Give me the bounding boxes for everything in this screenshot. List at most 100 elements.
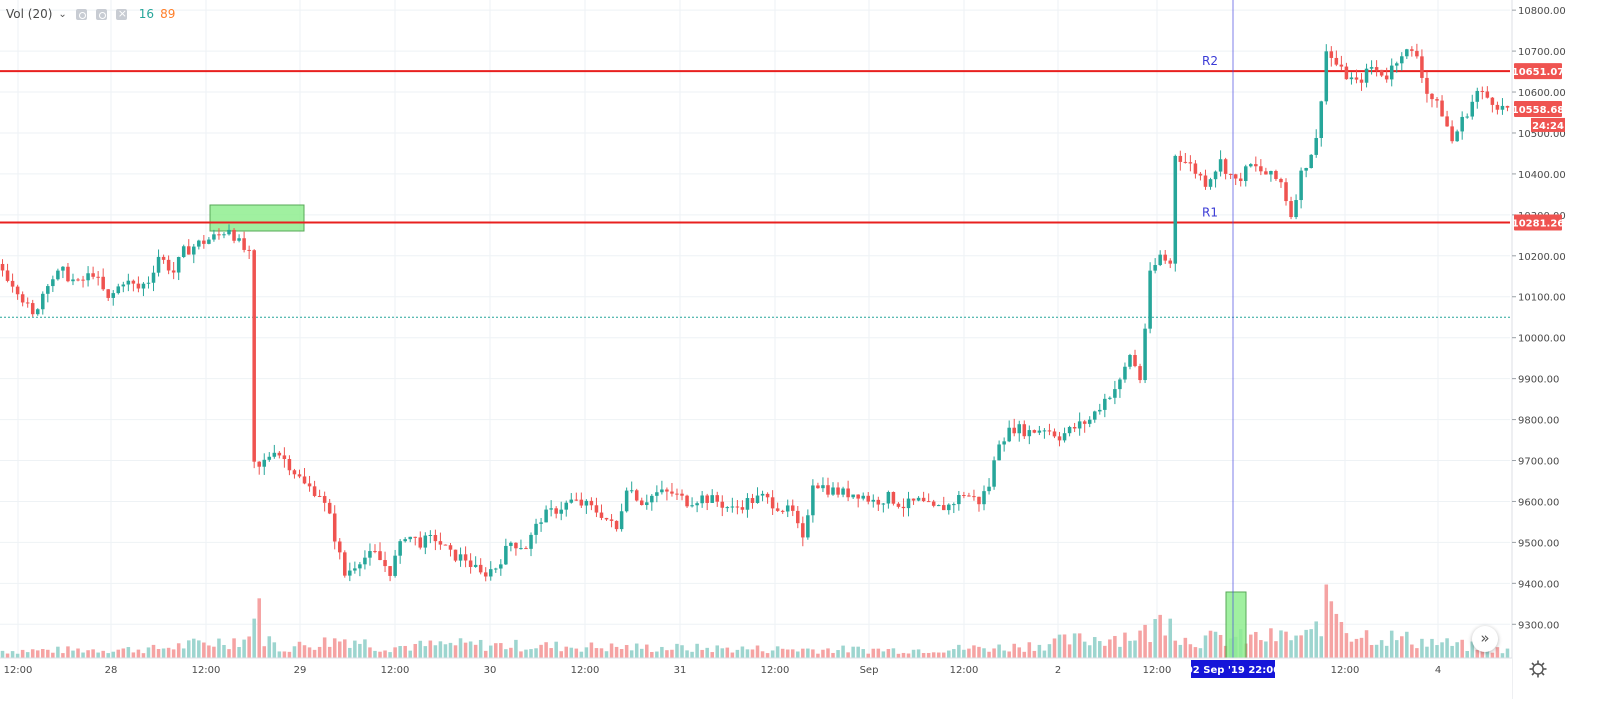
visibility-icon[interactable] <box>75 8 87 20</box>
candle-body <box>866 495 871 502</box>
price-tick-label: 10200.00 <box>1518 252 1566 263</box>
candle-body <box>504 545 508 565</box>
candle-body <box>599 512 604 518</box>
volume-bar <box>539 644 543 658</box>
volume-bar <box>1022 651 1027 658</box>
candle-body <box>166 259 171 271</box>
volume-bar <box>1037 644 1042 658</box>
volume-bar <box>307 647 312 658</box>
time-tick-label: Sep <box>860 665 879 676</box>
price-tick-label: 9700.00 <box>1518 457 1559 468</box>
level-value-r2-bg <box>1514 63 1562 80</box>
volume-bar <box>428 640 433 658</box>
volume-bar <box>1430 638 1434 658</box>
candle-body <box>1304 168 1308 171</box>
volume-bar <box>1108 639 1112 658</box>
candle-body <box>1223 159 1228 174</box>
candle-body <box>1057 436 1062 441</box>
volume-bar <box>1057 634 1062 658</box>
candle-body <box>1022 424 1027 437</box>
legend-indicator-name[interactable]: Vol (20) <box>6 7 53 21</box>
candle-body <box>267 456 272 460</box>
candle-body <box>66 266 70 282</box>
volume-bar <box>257 598 261 658</box>
price-axis[interactable]: 10800.00 10700.00 10600.00 10500.00 10400.00… <box>1511 0 1600 699</box>
candle-body <box>1027 430 1032 437</box>
volume-bar <box>1148 642 1152 658</box>
candle-body <box>448 545 453 550</box>
candle-body <box>1198 173 1203 176</box>
volume-bar <box>181 648 186 658</box>
candle-body <box>106 289 110 298</box>
candle-body <box>1394 63 1399 66</box>
candle-body <box>856 494 860 499</box>
candle-body <box>1379 69 1384 76</box>
candle-body <box>1460 116 1464 132</box>
volume-bar <box>488 645 493 658</box>
candle-body <box>906 498 911 509</box>
candle-body <box>725 507 730 509</box>
candle-body <box>977 496 981 505</box>
candle-body <box>473 564 478 567</box>
volume-bar <box>499 643 503 658</box>
candle-body <box>685 495 689 507</box>
candle-body <box>574 499 579 501</box>
candle-body <box>921 497 926 502</box>
candle-body <box>262 459 267 467</box>
candle-body <box>1309 154 1313 169</box>
volume-bar <box>1188 644 1193 658</box>
candle-body <box>1203 175 1208 187</box>
volume-bar <box>1269 628 1273 658</box>
volume-bar <box>156 649 161 658</box>
candle-body <box>1062 433 1067 441</box>
candle-body <box>363 557 367 565</box>
candle-body <box>131 280 136 284</box>
volume-bar <box>529 649 533 658</box>
settings-icon[interactable] <box>95 8 107 20</box>
level-value-r2: 10651.07 <box>1512 67 1565 78</box>
time-tick-label: 30 <box>484 665 497 676</box>
candle-body <box>25 302 30 304</box>
candle-body <box>695 503 699 506</box>
close-icon[interactable] <box>115 7 127 20</box>
time-axis[interactable]: 12:00 28 12:00 29 12:00 30 12:00 31 12:00 Sep 12:0… <box>0 657 1512 699</box>
time-tick-label: 4 <box>1435 665 1441 676</box>
volume-bars <box>0 584 1510 658</box>
volume-bar <box>670 649 674 658</box>
candle-body <box>232 229 236 241</box>
volume-bar <box>780 648 785 658</box>
candle-body <box>86 273 90 281</box>
scroll-to-realtime-button[interactable]: » <box>1472 626 1498 652</box>
volume-bar <box>1359 637 1364 658</box>
volume-bar <box>1364 630 1369 658</box>
candle-body <box>750 498 755 503</box>
candle-body <box>10 280 15 287</box>
time-tick-label: 28 <box>105 665 118 676</box>
candle-body <box>1359 79 1364 83</box>
volume-bar <box>645 644 649 658</box>
candle-body <box>227 229 231 235</box>
candle-body <box>559 509 563 514</box>
candle-body <box>639 500 644 506</box>
level-value-r1-bg <box>1514 214 1562 231</box>
volume-bar <box>836 650 840 658</box>
volume-bar <box>916 649 921 658</box>
candle-body <box>1279 178 1283 183</box>
candle-body <box>146 282 151 284</box>
chevron-down-icon[interactable]: ⌄ <box>58 8 67 20</box>
gear-icon[interactable] <box>1528 659 1548 679</box>
candle-body <box>972 496 976 498</box>
volume-bar <box>151 644 156 658</box>
candle-body <box>1470 101 1475 117</box>
volume-bar <box>785 649 790 658</box>
candle-body <box>1405 49 1409 57</box>
price-tick-label: 9800.00 <box>1518 416 1559 427</box>
volume-bar <box>851 646 855 658</box>
legend-value-down: 89 <box>160 7 176 21</box>
candle-body <box>514 542 518 549</box>
volume-bar <box>750 649 755 658</box>
candle-body <box>499 564 503 569</box>
volume-bar <box>1128 640 1132 658</box>
